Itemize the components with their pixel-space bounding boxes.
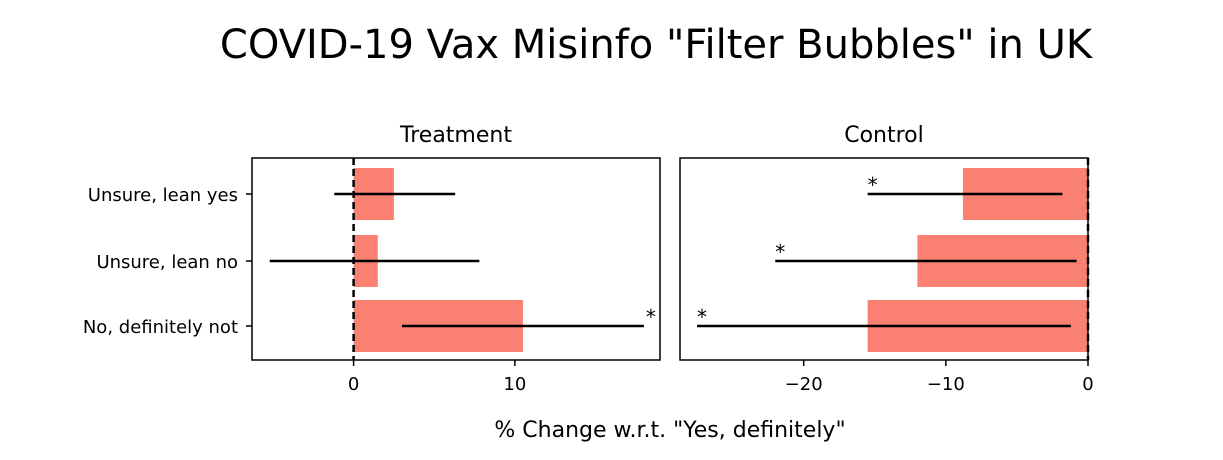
significance-marker: * [646,305,656,329]
y-tick-label: Unsure, lean yes [88,185,238,206]
x-axis-label: % Change w.r.t. "Yes, definitely" [494,418,845,443]
subplot-control: Control * * * −20 −10 0 [679,123,1094,395]
subplot-treatment: Treatment * 0 10 Unsure, lean yes Unsure, lea… [83,123,661,395]
axes-frame [251,157,661,361]
significance-marker: * [868,173,878,197]
axes-frame [679,157,1089,361]
subplot-title: Control [844,123,924,148]
x-tick-label: −10 [927,374,965,395]
significance-marker: * [775,240,785,264]
x-tick-label: 0 [1082,374,1093,395]
significance-marker: * [697,305,707,329]
x-tick-label: −20 [785,374,823,395]
subplots: Treatment * 0 10 Unsure, lean yes Unsure, lea… [83,123,1094,395]
x-tick-label: 10 [503,374,526,395]
x-tick-label: 0 [348,374,359,395]
subplot-title: Treatment [399,123,512,148]
y-tick-label: Unsure, lean no [96,252,238,273]
y-tick-label: No, definitely not [83,317,238,338]
figure-title: COVID-19 Vax Misinfo "Filter Bubbles" in… [220,22,1094,68]
